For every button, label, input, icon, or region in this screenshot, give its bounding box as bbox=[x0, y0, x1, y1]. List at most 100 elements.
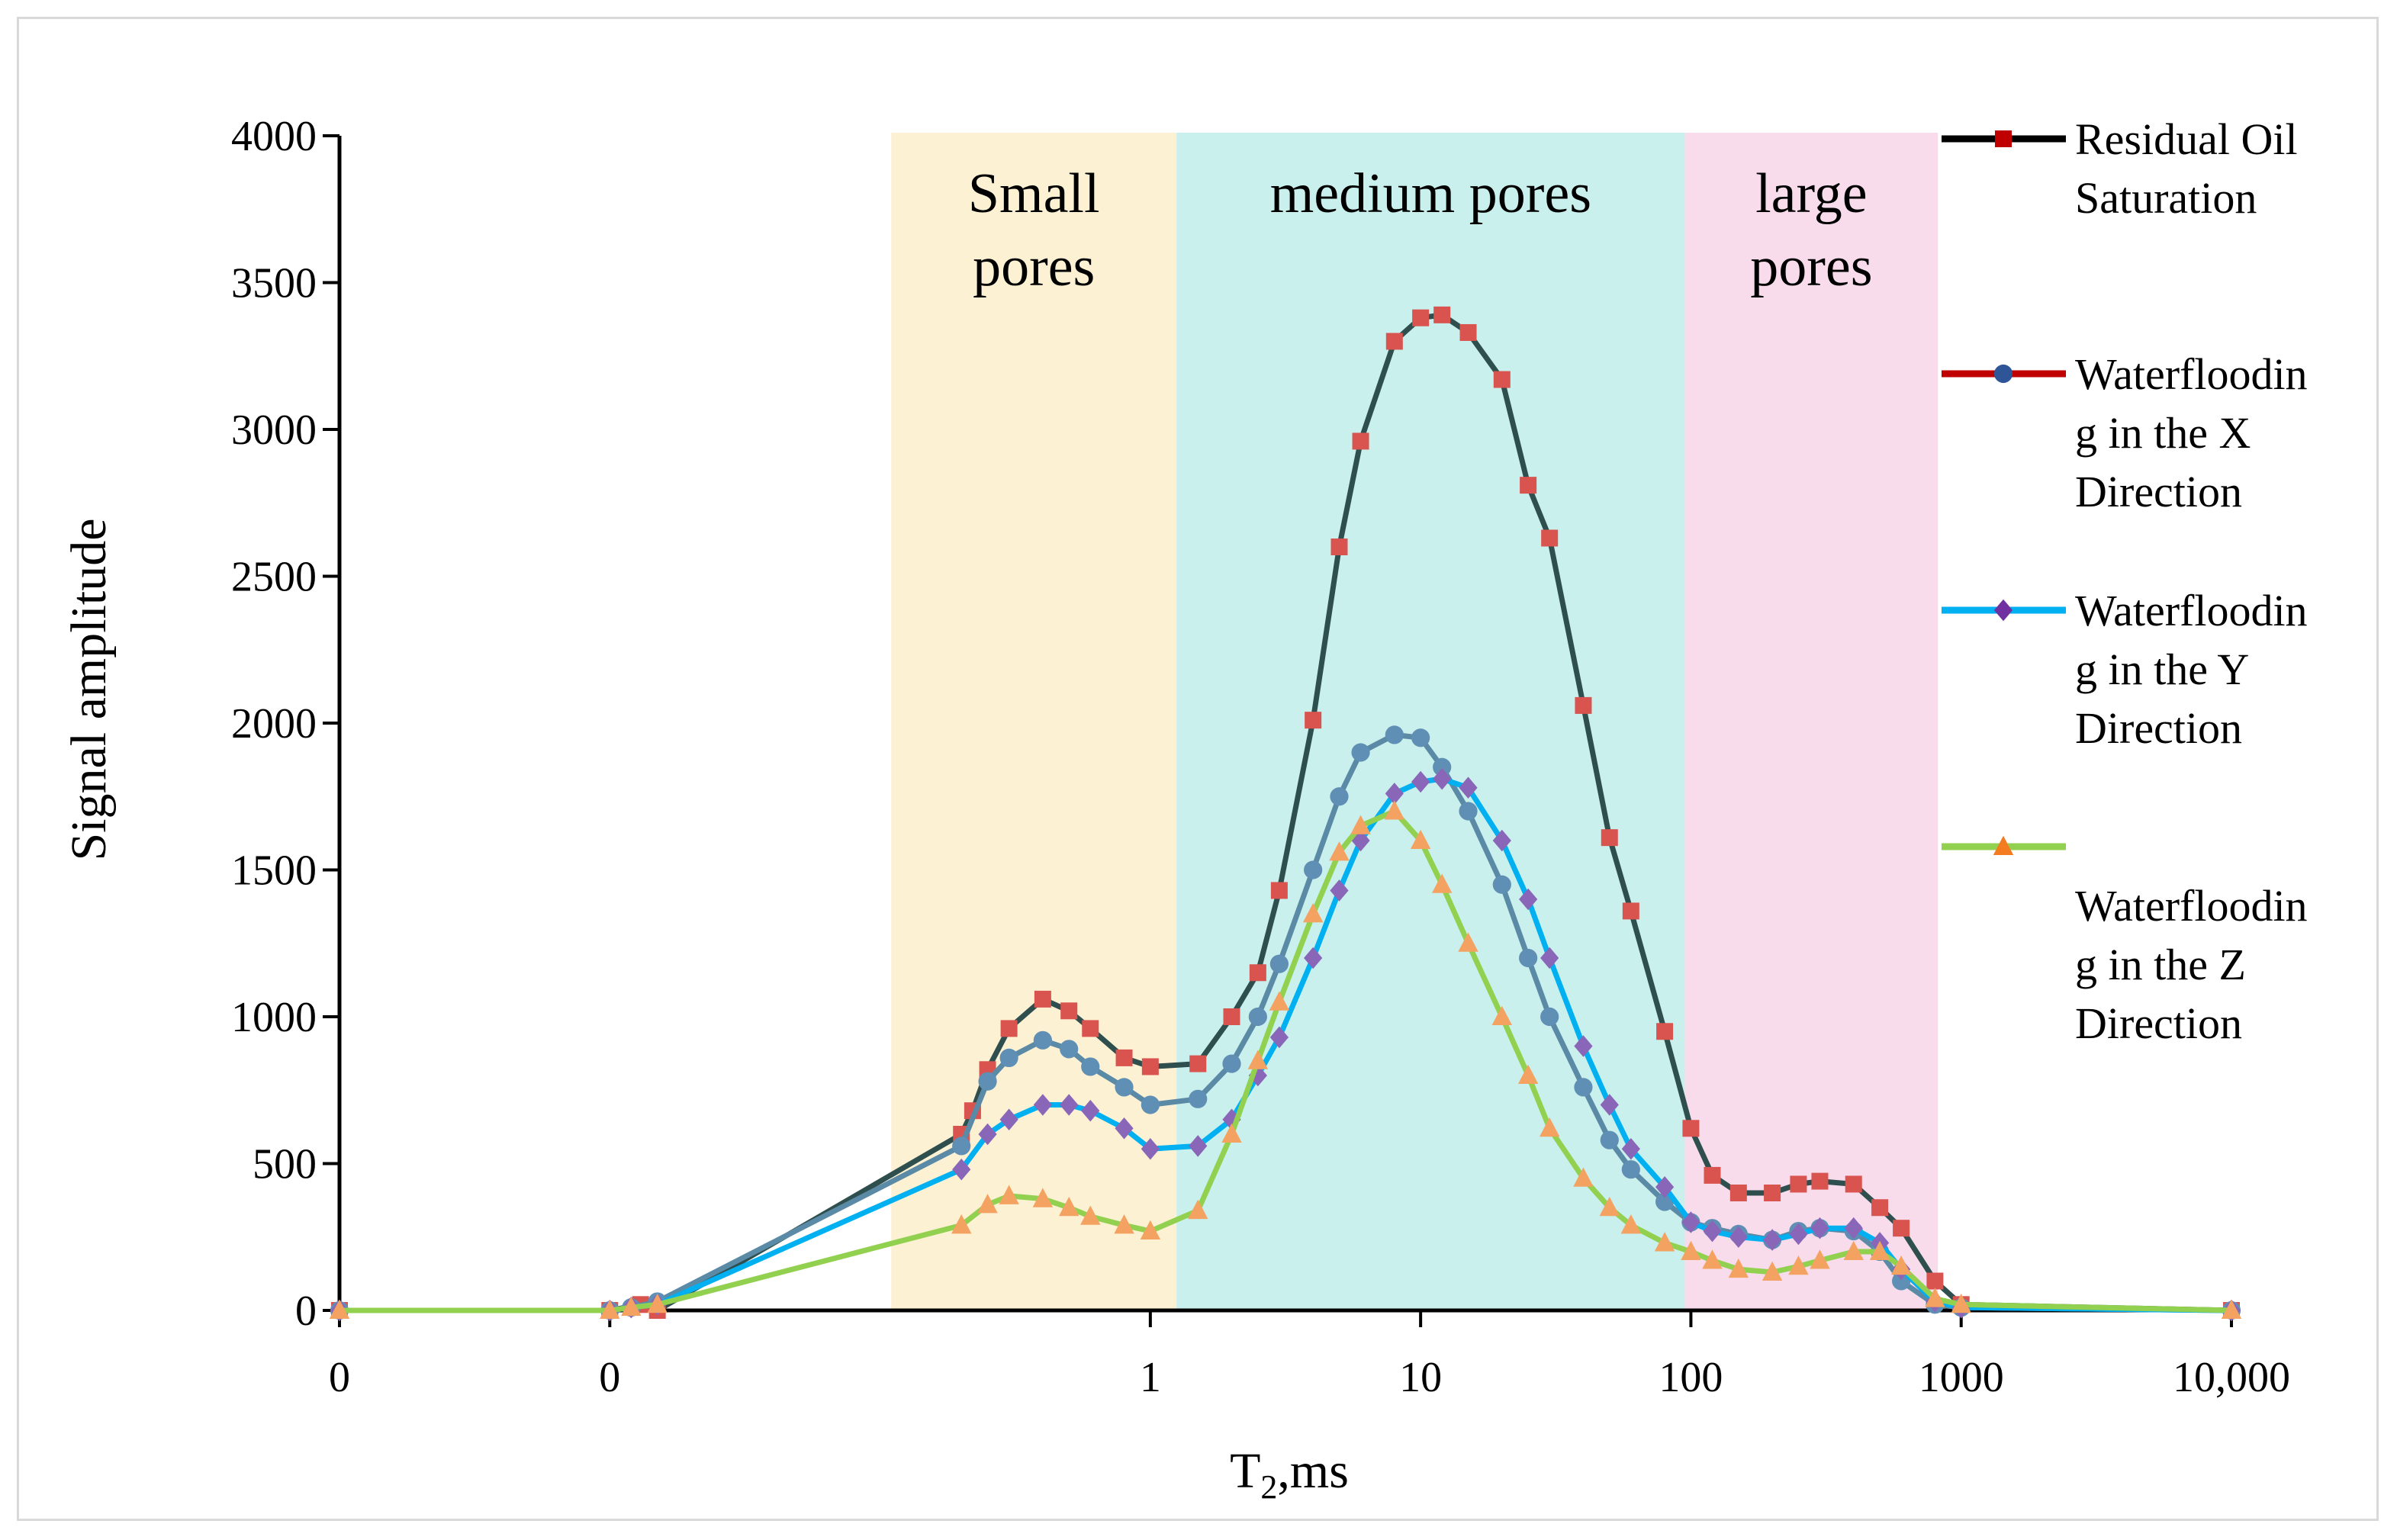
data-point bbox=[621, 1296, 642, 1317]
y-axis-title: Signal amplitude bbox=[61, 518, 117, 860]
data-point bbox=[1060, 1002, 1078, 1020]
legend-label: Waterfloodin bbox=[2075, 586, 2308, 635]
data-point bbox=[1433, 767, 1452, 790]
y-tick-label: 1500 bbox=[231, 847, 317, 895]
data-point bbox=[1893, 1220, 1910, 1237]
data-point bbox=[1410, 829, 1431, 849]
data-point bbox=[1411, 728, 1430, 747]
y-tick-label: 0 bbox=[295, 1288, 317, 1335]
data-point bbox=[1081, 1099, 1100, 1122]
data-point bbox=[1351, 743, 1370, 762]
data-point bbox=[1302, 902, 1324, 923]
data-point bbox=[1681, 1211, 1700, 1233]
y-tick-label: 3000 bbox=[231, 407, 317, 454]
data-point bbox=[1269, 991, 1290, 1011]
legend-label: g in the Y bbox=[2075, 645, 2249, 694]
x-tick-label: 1 bbox=[1140, 1354, 1161, 1401]
legend-label: Direction bbox=[2075, 703, 2242, 753]
legend-entry-4: Waterfloodin g in the Z Direction bbox=[1942, 835, 2308, 1048]
data-point bbox=[1491, 1005, 1512, 1025]
legend-marker bbox=[1993, 599, 2013, 622]
data-point bbox=[1269, 1026, 1289, 1049]
data-point bbox=[329, 1299, 350, 1319]
data-point bbox=[1788, 1255, 1809, 1275]
x-axis-title: T2,ms bbox=[1230, 1443, 1349, 1506]
data-point bbox=[999, 1108, 1018, 1131]
data-point bbox=[1141, 1058, 1159, 1075]
data-point bbox=[1925, 1288, 1945, 1307]
data-point bbox=[1330, 879, 1349, 902]
data-point bbox=[1269, 954, 1289, 973]
data-point bbox=[1574, 1035, 1593, 1057]
data-point bbox=[1492, 875, 1511, 894]
data-point bbox=[1249, 964, 1266, 982]
data-point bbox=[1384, 800, 1405, 820]
legend: Residual Oil Saturation Waterfloodin g in t… bbox=[1942, 114, 2308, 1048]
data-point bbox=[647, 1294, 668, 1313]
legend-entry-2: Waterfloodin g in the X Direction bbox=[1942, 349, 2308, 516]
legend-label: Direction bbox=[2075, 998, 2242, 1048]
region-label: large bbox=[1755, 162, 1868, 225]
data-point bbox=[1601, 829, 1618, 847]
x-axis-title-rest: ,ms bbox=[1277, 1443, 1349, 1499]
data-point bbox=[1762, 1261, 1783, 1281]
data-point bbox=[1304, 947, 1323, 969]
data-point bbox=[1459, 776, 1478, 799]
data-point bbox=[1810, 1249, 1830, 1269]
data-point bbox=[1033, 1030, 1052, 1050]
data-point bbox=[1656, 1023, 1674, 1040]
data-point bbox=[1141, 1095, 1160, 1114]
legend-entry-3: Waterfloodin g in the Y Direction bbox=[1942, 586, 2308, 753]
data-point bbox=[1247, 1050, 1269, 1069]
data-point bbox=[978, 1123, 997, 1146]
data-point bbox=[1492, 829, 1511, 852]
data-point bbox=[1599, 1196, 1620, 1217]
data-point bbox=[1621, 1160, 1640, 1179]
data-point bbox=[1541, 529, 1559, 547]
data-point bbox=[1789, 1223, 1808, 1246]
data-point bbox=[1926, 1272, 1944, 1290]
data-point bbox=[1654, 1232, 1675, 1252]
legend-marker bbox=[1993, 364, 2013, 384]
data-point bbox=[1189, 1089, 1208, 1108]
data-point bbox=[1411, 770, 1430, 793]
data-point bbox=[1540, 947, 1559, 969]
data-point bbox=[1115, 1049, 1133, 1066]
data-point bbox=[1412, 309, 1430, 326]
x-tick-label: 100 bbox=[1659, 1354, 1723, 1401]
data-point bbox=[1433, 306, 1451, 323]
data-point bbox=[1844, 1217, 1863, 1239]
y-tick-label: 4000 bbox=[231, 113, 317, 160]
data-point bbox=[1702, 1249, 1723, 1269]
data-point bbox=[1082, 1020, 1099, 1037]
y-tick-label: 2000 bbox=[231, 700, 317, 747]
data-point bbox=[1574, 1078, 1593, 1097]
data-point bbox=[1728, 1258, 1749, 1278]
data-point bbox=[1517, 1064, 1539, 1084]
data-point bbox=[1350, 815, 1371, 834]
data-point bbox=[1222, 1054, 1241, 1073]
x-tick-label: 10 bbox=[1399, 1354, 1442, 1401]
y-tick-label: 2500 bbox=[231, 554, 317, 601]
data-point bbox=[1845, 1175, 1862, 1193]
series-4 bbox=[329, 800, 2242, 1319]
data-point bbox=[1000, 1020, 1018, 1037]
data-point bbox=[1459, 802, 1478, 821]
data-point bbox=[952, 1158, 971, 1181]
region-label: medium pores bbox=[1270, 162, 1591, 225]
data-point bbox=[1871, 1199, 1889, 1217]
legend-label: g in the X bbox=[2075, 408, 2251, 458]
y-tick-label: 1000 bbox=[231, 994, 317, 1041]
data-point bbox=[2221, 1299, 2242, 1319]
data-point bbox=[1304, 860, 1323, 879]
data-point bbox=[1330, 539, 1348, 555]
x-axis-title-main: T bbox=[1230, 1443, 1260, 1499]
legend-label: Residual Oil bbox=[2075, 114, 2298, 164]
data-point bbox=[1703, 1220, 1722, 1243]
data-point bbox=[600, 1299, 620, 1319]
data-point bbox=[977, 1194, 998, 1214]
data-point bbox=[1221, 1123, 1242, 1143]
data-point bbox=[1329, 841, 1350, 861]
data-point bbox=[1869, 1240, 1890, 1260]
data-point bbox=[999, 1048, 1018, 1067]
